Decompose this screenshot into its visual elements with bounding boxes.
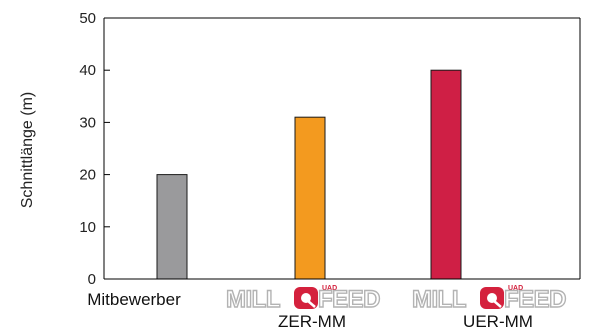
y-axis-label: Schnittlänge (m) [19, 92, 36, 209]
bar-zer-mm [294, 116, 326, 280]
y-tick-label: 40 [79, 62, 96, 79]
logo-text-mill: MILL [226, 286, 280, 313]
bar-uer-mm [430, 69, 462, 280]
bars [156, 69, 462, 280]
logo-q-tail [493, 300, 502, 308]
logo-superscript: UAD [508, 285, 523, 292]
x-label-uer-mm: UER-MM [463, 312, 533, 331]
y-tick-label: 10 [79, 219, 96, 236]
y-tick-label: 50 [79, 10, 96, 27]
y-axis-ticks: 0 10 20 30 40 50 [79, 10, 110, 288]
y-tick-label: 0 [88, 271, 96, 288]
logo-q-tail [307, 300, 316, 308]
logo-text-mill: MILL [412, 286, 466, 313]
bar-mitbewerber [156, 174, 188, 280]
logo-superscript: UAD [322, 285, 337, 292]
x-label-mitbewerber: Mitbewerber [87, 290, 181, 309]
y-tick-label: 30 [79, 114, 96, 131]
logo-text-feed: FEED [504, 286, 566, 313]
y-tick-label: 20 [79, 167, 96, 184]
logo-text-feed: FEED [318, 286, 380, 313]
x-label-zer-mm: ZER-MM [278, 312, 346, 331]
